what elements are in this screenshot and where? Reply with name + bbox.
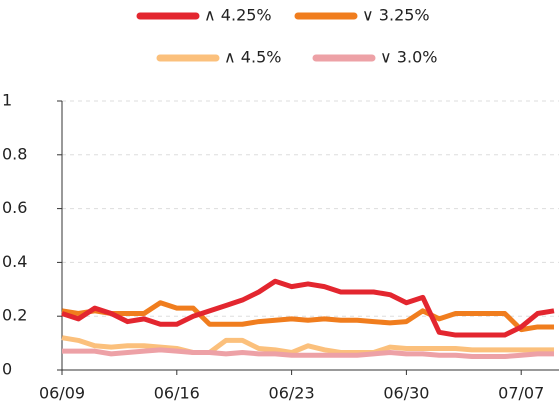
line [61,335,554,356]
x-tick-label: 07/07 [498,384,544,403]
line [61,300,554,333]
x-tick-label: 06/09 [39,384,85,403]
legend-label: ∧ 4.5% [224,48,281,67]
x-tick-label: 06/23 [269,384,315,403]
legend-label: ∧ 4.25% [204,6,272,25]
y-tick-label: 0.8 [2,144,27,163]
y-tick-label: 0.6 [2,198,27,217]
y-tick-label: 0.4 [2,252,27,271]
y-tick-label: 1 [2,91,12,110]
line [61,278,555,338]
x-tick-label: 06/16 [154,384,200,403]
line [62,347,554,360]
y-tick-label: 0.2 [2,306,27,325]
legend-label: ∨ 3.0% [380,48,437,67]
y-tick-label: 0 [2,360,12,379]
legend-label: ∨ 3.25% [362,6,430,25]
x-tick-label: 06/30 [383,384,429,403]
